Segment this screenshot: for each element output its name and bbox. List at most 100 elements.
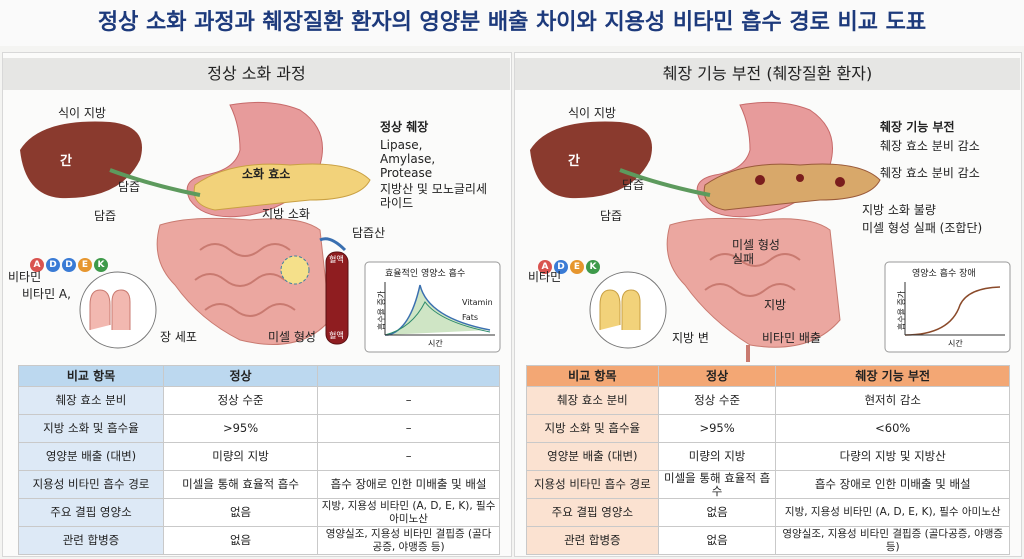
header-row: 비교 항목 정상 췌장 기능 부전 xyxy=(526,365,1010,387)
table-cell: >95% xyxy=(162,414,319,443)
table-cell: 없음 xyxy=(162,526,319,555)
comparison-table: 비교 항목 정상 췌장 기능 부전 췌장 효소 분비 정상 수준 현저히 감소 지방 소화 … xyxy=(526,365,1010,555)
panel-heading: 정상 소화 과정 xyxy=(3,58,510,90)
table-row: 영양분 배출 (대변) 미량의 지방 – xyxy=(18,442,500,471)
table-row: 지방 소화 및 흡수율 >95% – xyxy=(18,414,500,443)
table-cell: >95% xyxy=(657,414,777,443)
table-row: 영양분 배출 (대변) 미량의 지방 다량의 지방 및 지방산 xyxy=(526,442,1010,471)
vitamin-icon: D xyxy=(62,258,76,272)
vitamin-icon: K xyxy=(94,258,108,272)
header-cell: 비교 항목 xyxy=(18,365,164,387)
header-cell: 정상 xyxy=(657,365,777,387)
table-cell: – xyxy=(317,386,500,415)
label: 미셀 형성 xyxy=(268,330,316,344)
organs-right xyxy=(530,101,1011,362)
header-cell: 비교 항목 xyxy=(526,365,659,387)
label: 미셀 형성 실패 (조합단) xyxy=(862,221,983,235)
table-row: 지용성 비타민 흡수 경로 미셀을 통해 효율적 흡수 흡수 장애로 인한 미배출 … xyxy=(526,470,1010,499)
label: 비타민 A, xyxy=(22,287,71,301)
table-cell: 정상 수준 xyxy=(162,386,319,415)
table-cell: 췌장 효소 분비 xyxy=(18,386,164,415)
table-row: 주요 결핍 영양소 없음 지방, 지용성 비타민 (A, D, E, K), 필수 … xyxy=(18,498,500,527)
label: Lipase, Amylase, Protease xyxy=(380,138,436,180)
table-cell: 없음 xyxy=(657,498,777,527)
header-cell xyxy=(317,365,500,387)
comparison-table: 비교 항목 정상 췌장 효소 분비 정상 수준 – 지방 소화 및 흡수율 >95% – 영양분… xyxy=(18,365,500,555)
label: 비타민 xyxy=(528,270,562,284)
table-cell: 지방 소화 및 흡수율 xyxy=(18,414,164,443)
table-row: 췌장 효소 분비 정상 수준 현저히 감소 xyxy=(526,386,1010,415)
label: 비타민 배출 xyxy=(762,331,822,345)
table-cell: 관련 합병증 xyxy=(18,526,164,555)
panel-heading: 췌장 기능 부전 (췌장질환 환자) xyxy=(515,58,1020,90)
table-cell: 영양분 배출 (대변) xyxy=(18,442,164,471)
table-cell: 영양분 배출 (대변) xyxy=(526,442,659,471)
title: 정상 소화 과정과 췌장질환 환자의 영양분 배출 차이와 지용성 비타민 흡수… xyxy=(0,0,1024,46)
table-cell: 췌장 효소 분비 xyxy=(526,386,659,415)
label: 식이 지방 xyxy=(58,106,106,120)
table-cell: 지용성 비타민 흡수 경로 xyxy=(526,470,659,499)
vitamin-icon: D xyxy=(554,260,568,274)
chart-title: 영양소 흡수 장애 xyxy=(912,269,976,279)
vitamin-icon: K xyxy=(586,260,600,274)
label: 장 세포 xyxy=(160,330,197,344)
table-cell: 다량의 지방 및 지방산 xyxy=(775,442,1010,471)
vitamin-icon: A xyxy=(538,260,552,274)
label: 소화 효소 xyxy=(242,167,291,181)
legend: Vitamin xyxy=(462,298,493,307)
table-cell: 주요 결핍 영양소 xyxy=(18,498,164,527)
table-cell: 없음 xyxy=(657,526,777,555)
label: 혈액 xyxy=(329,331,344,340)
header-row: 비교 항목 정상 xyxy=(18,365,500,387)
label: 췌장 기능 부전 xyxy=(880,120,955,134)
label: 담즙 xyxy=(622,178,645,192)
organs-left xyxy=(20,101,501,353)
table-cell: 미셀을 통해 효율적 흡수 xyxy=(162,470,319,499)
table-cell: 관련 합병증 xyxy=(526,526,659,555)
table-row: 지방 소화 및 흡수율 >95% <60% xyxy=(526,414,1010,443)
label: 담즙 xyxy=(600,209,623,223)
header-cell: 정상 xyxy=(162,365,319,387)
label: 췌장 효소 분비 감소 xyxy=(880,139,980,153)
label: 미셀 형성 실패 xyxy=(732,238,780,266)
label: 췌장 효소 분비 감소 xyxy=(880,166,980,180)
axis-label: 흡수율 증가 xyxy=(897,290,907,331)
table-cell: – xyxy=(317,414,500,443)
table-row: 췌장 효소 분비 정상 수준 – xyxy=(18,386,500,415)
label: 간 xyxy=(568,154,580,169)
vitamin-icon: E xyxy=(570,260,584,274)
label: 비타민 xyxy=(8,270,42,284)
table-cell: 현저히 감소 xyxy=(775,386,1010,415)
vitamin-icon: E xyxy=(78,258,92,272)
label: 식이 지방 xyxy=(568,106,616,120)
table-row: 주요 결핍 영양소 없음 지방, 지용성 비타민 (A, D, E, K), 필수 … xyxy=(526,498,1010,527)
table-cell: 지방, 지용성 비타민 (A, D, E, K), 필수 아미노산 xyxy=(317,498,500,527)
label: 지방 변 xyxy=(672,331,709,345)
label: 정상 췌장 xyxy=(380,120,429,134)
table-cell: – xyxy=(317,442,500,471)
table-cell: 영양실조, 지용성 비타민 결핍증 (골다공증, 야맹증 등) xyxy=(775,526,1010,555)
legend: Fats xyxy=(462,313,479,322)
table-cell: 영양실조, 지용성 비타민 결핍증 (골다공증, 야맹증 등) xyxy=(317,526,500,555)
header-cell: 췌장 기능 부전 xyxy=(775,365,1010,387)
table-row: 지용성 비타민 흡수 경로 미셀을 통해 효율적 흡수 흡수 장애로 인한 미배출 … xyxy=(18,470,500,499)
table-cell: 정상 수준 xyxy=(657,386,777,415)
label: 지방 소화 불량 xyxy=(862,203,936,217)
table-cell: 주요 결핍 영양소 xyxy=(526,498,659,527)
table-cell: 지방 소화 및 흡수율 xyxy=(526,414,659,443)
label: 담즙산 xyxy=(352,226,386,240)
table-cell: <60% xyxy=(775,414,1010,443)
table-cell: 미량의 지방 xyxy=(162,442,319,471)
table-cell: 미량의 지방 xyxy=(657,442,777,471)
axis-label: 시간 xyxy=(428,339,443,348)
label: 혈액 xyxy=(329,255,344,264)
label: 간 xyxy=(60,154,72,169)
table-row: 관련 합병증 없음 영양실조, 지용성 비타민 결핍증 (골다공증, 야맹증 등) xyxy=(18,526,500,555)
axis-label: 시간 xyxy=(948,339,963,348)
vitamin-icon: A xyxy=(30,258,44,272)
